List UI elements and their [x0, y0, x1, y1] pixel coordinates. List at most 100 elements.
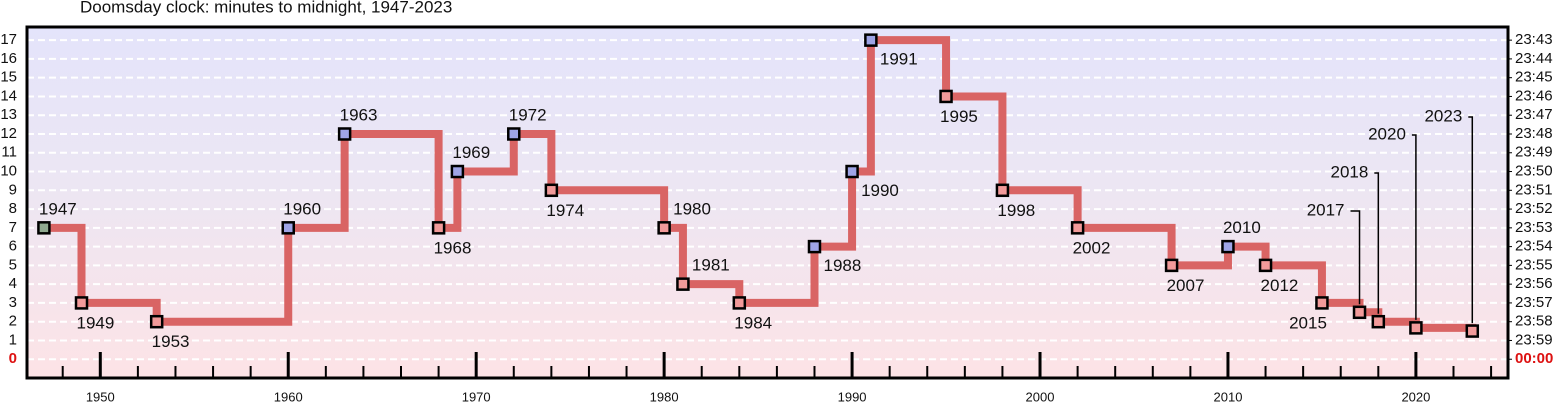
y-tick-label: 13	[0, 106, 17, 123]
point-marker	[807, 239, 822, 254]
y2-tick-label: 00:00	[1515, 350, 1553, 367]
point-marker	[1164, 258, 1179, 273]
x-tick-label: 1990	[838, 389, 867, 404]
point-marker	[864, 33, 878, 47]
y2-tick-label: 23:58	[1515, 313, 1553, 330]
point-marker	[939, 89, 953, 104]
x-tick-label: 1980	[650, 389, 679, 404]
y2-tick-label: 23:46	[1515, 87, 1553, 104]
point-label: 2023	[1424, 106, 1462, 125]
x-tick-label: 1960	[274, 389, 303, 404]
y-tick-label: 4	[9, 275, 17, 292]
y2-tick-label: 23:54	[1515, 238, 1553, 255]
y2-tick-label: 23:59	[1515, 331, 1553, 348]
point-marker	[1221, 239, 1235, 254]
y2-tick-label: 23:49	[1515, 144, 1553, 161]
point-label: 1953	[152, 332, 190, 351]
y-tick-label: 7	[9, 219, 17, 236]
point-label: 1949	[77, 313, 115, 332]
point-marker	[845, 164, 859, 179]
y-tick-label: 14	[0, 87, 17, 104]
point-label: 1998	[997, 201, 1035, 220]
point-marker	[281, 221, 295, 235]
point-label: 1972	[509, 105, 547, 124]
point-label: 2020	[1368, 124, 1406, 143]
point-label: 2007	[1167, 276, 1205, 295]
y-tick-label: 6	[9, 238, 17, 255]
x-tick-label: 2020	[1401, 389, 1430, 404]
point-marker	[1258, 258, 1273, 273]
point-marker	[37, 221, 51, 235]
leader-line	[1411, 134, 1417, 320]
y-tick-label: 9	[9, 181, 17, 198]
point-marker	[657, 221, 671, 235]
y2-tick-label: 23:44	[1515, 50, 1553, 67]
y-tick-label: 0	[9, 350, 17, 367]
y-tick-label: 2	[9, 313, 17, 330]
point-marker	[676, 277, 690, 291]
point-label: 1960	[283, 199, 321, 218]
point-label: 2012	[1261, 276, 1299, 295]
y2-tick-label: 23:53	[1515, 219, 1553, 236]
y2-tick-label: 23:51	[1515, 181, 1553, 198]
leader-line	[1374, 172, 1380, 314]
y2-tick-label: 23:45	[1515, 69, 1553, 86]
point-label: 2010	[1223, 218, 1261, 237]
point-label: 2018	[1330, 162, 1368, 181]
point-label: 1990	[861, 181, 899, 200]
x-tick-label: 2000	[1026, 389, 1055, 404]
y-tick-label: 3	[9, 294, 17, 311]
y-tick-label: 5	[9, 256, 17, 273]
point-marker	[507, 127, 521, 141]
leader-line	[1350, 210, 1361, 305]
point-marker	[431, 221, 446, 235]
y-tick-label: 17	[0, 31, 17, 48]
point-marker	[74, 296, 89, 310]
point-label: 1947	[39, 199, 77, 218]
point-marker	[1352, 305, 1367, 320]
point-label: 1984	[734, 313, 772, 332]
y2-tick-label: 23:48	[1515, 125, 1553, 142]
point-marker	[337, 127, 352, 141]
leader-line	[1468, 116, 1474, 324]
point-label: 1980	[673, 199, 711, 218]
y2-tick-label: 23:57	[1515, 294, 1553, 311]
plot-frame	[25, 25, 1510, 380]
point-label: 2015	[1289, 313, 1327, 332]
y2-tick-label: 23:43	[1515, 31, 1553, 48]
y2-tick-label: 23:52	[1515, 200, 1553, 217]
point-marker	[995, 183, 1010, 198]
point-marker	[1070, 221, 1085, 235]
point-label: 2002	[1073, 238, 1111, 257]
point-label: 1991	[880, 50, 918, 69]
point-marker	[1315, 296, 1329, 310]
point-marker	[544, 183, 559, 198]
x-tick-label: 2010	[1214, 389, 1243, 404]
point-label: 1988	[823, 256, 861, 275]
point-marker	[1409, 321, 1423, 335]
step-line	[43, 36, 1477, 332]
y-tick-label: 11	[1, 144, 17, 161]
y-tick-label: 15	[0, 69, 17, 86]
point-marker	[1465, 324, 1480, 338]
x-tick-label: 1950	[86, 389, 115, 404]
point-label: 1981	[692, 256, 730, 275]
point-label: 2017	[1307, 200, 1345, 219]
marks: 1947 1949 1953 1960 1963 1968 1969 1972 1974 1980…	[37, 33, 1480, 351]
point-label: 1974	[546, 201, 584, 220]
point-label: 1969	[452, 143, 490, 162]
point-marker	[732, 296, 747, 310]
y-tick-label: 10	[0, 162, 17, 179]
y-tick-label: 8	[9, 200, 17, 217]
y2-tick-label: 23:55	[1515, 256, 1553, 273]
point-marker	[1371, 314, 1386, 329]
chart-title: Doomsday clock: minutes to midnight, 194…	[80, 0, 452, 16]
y-tick-label: 16	[0, 50, 17, 67]
y-tick-label: 1	[9, 331, 17, 348]
point-marker	[149, 314, 164, 329]
y2-tick-label: 23:47	[1515, 106, 1553, 123]
point-label: 1968	[434, 238, 472, 257]
y2-tick-label: 23:50	[1515, 162, 1553, 179]
